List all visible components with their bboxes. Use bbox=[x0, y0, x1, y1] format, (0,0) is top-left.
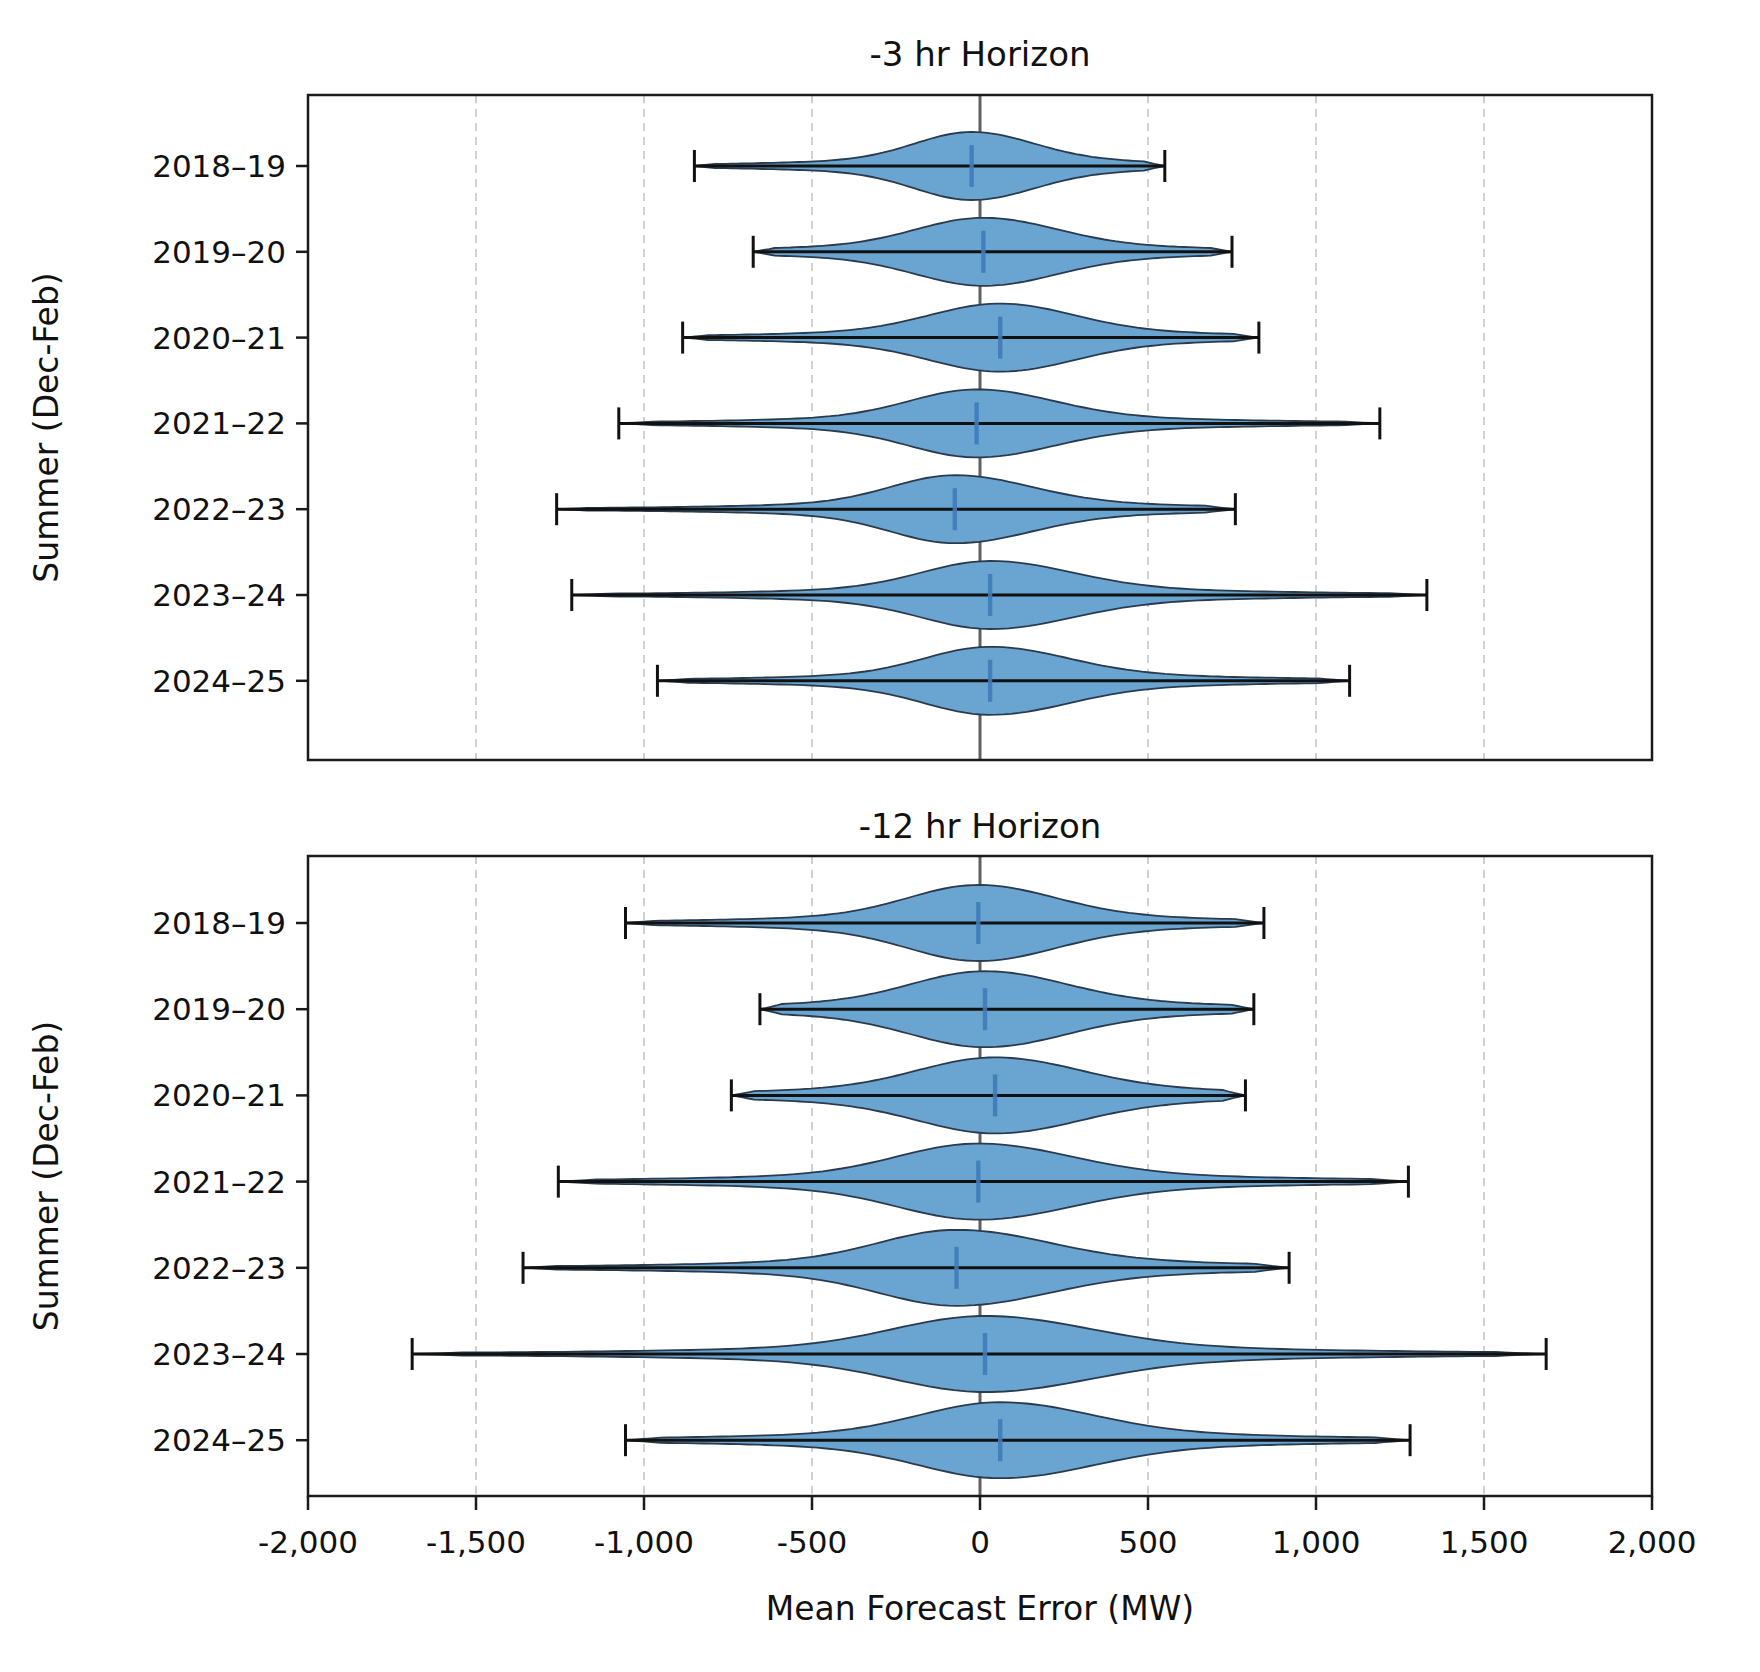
ytick-label-12hr-2: 2020–21 bbox=[152, 1077, 286, 1113]
ytick-label-12hr-4: 2022–23 bbox=[152, 1250, 286, 1286]
median-tick-3hr-3 bbox=[974, 402, 978, 444]
ytick-label-12hr-5: 2023–24 bbox=[152, 1336, 286, 1372]
chart-title-12hr: -12 hr Horizon bbox=[859, 806, 1102, 846]
median-tick-3hr-5 bbox=[988, 574, 992, 616]
ytick-label-3hr-5: 2023–24 bbox=[152, 577, 286, 613]
ytick-label-3hr-3: 2021–22 bbox=[152, 405, 286, 441]
xtick-label--2000: -2,000 bbox=[258, 1524, 358, 1560]
median-tick-3hr-6 bbox=[988, 660, 992, 702]
median-tick-12hr-2 bbox=[993, 1074, 997, 1116]
median-tick-12hr-1 bbox=[983, 988, 987, 1030]
median-tick-12hr-5 bbox=[983, 1333, 987, 1375]
ytick-label-3hr-0: 2018–19 bbox=[152, 148, 286, 184]
median-tick-3hr-1 bbox=[981, 231, 985, 273]
xtick-label--1500: -1,500 bbox=[426, 1524, 526, 1560]
ytick-label-3hr-4: 2022–23 bbox=[152, 491, 286, 527]
ytick-label-3hr-6: 2024–25 bbox=[152, 663, 286, 699]
chart-title-3hr: -3 hr Horizon bbox=[869, 34, 1090, 74]
chart-12hr: 2018–19 2019–20 2020–21 2021–22 2022–23 2023–… bbox=[27, 806, 1696, 1628]
chart-3hr: 2018–19 2019–20 2020–21 2021–22 2022–23 2023–… bbox=[27, 34, 1652, 760]
median-tick-3hr-4 bbox=[953, 488, 957, 530]
y-axis-label-12hr: Summer (Dec-Feb) bbox=[27, 1021, 66, 1331]
y-axis-label-3hr: Summer (Dec-Feb) bbox=[27, 272, 66, 582]
ytick-label-12hr-3: 2021–22 bbox=[152, 1164, 286, 1200]
xtick-label-1500: 1,500 bbox=[1440, 1524, 1529, 1560]
median-tick-3hr-2 bbox=[998, 317, 1002, 359]
median-tick-3hr-0 bbox=[969, 145, 973, 187]
xtick-label--1000: -1,000 bbox=[594, 1524, 694, 1560]
median-tick-12hr-4 bbox=[954, 1247, 958, 1289]
violin-figure-svg: 2018–19 2019–20 2020–21 2021–22 2022–23 2023–… bbox=[0, 0, 1760, 1672]
x-axis-label: Mean Forecast Error (MW) bbox=[766, 1589, 1194, 1628]
xtick-label-500: 500 bbox=[1118, 1524, 1177, 1560]
xtick-label-1000: 1,000 bbox=[1272, 1524, 1361, 1560]
violin-figure: 2018–19 2019–20 2020–21 2021–22 2022–23 2023–… bbox=[0, 0, 1760, 1672]
median-tick-12hr-0 bbox=[976, 902, 980, 944]
ytick-label-3hr-1: 2019–20 bbox=[152, 234, 286, 270]
xtick-label--500: -500 bbox=[777, 1524, 847, 1560]
ytick-label-12hr-1: 2019–20 bbox=[152, 991, 286, 1027]
ytick-label-3hr-2: 2020–21 bbox=[152, 320, 286, 356]
ytick-label-12hr-0: 2018–19 bbox=[152, 905, 286, 941]
xtick-label-2000: 2,000 bbox=[1608, 1524, 1697, 1560]
xtick-label-0: 0 bbox=[970, 1524, 990, 1560]
median-tick-12hr-3 bbox=[976, 1161, 980, 1203]
median-tick-12hr-6 bbox=[998, 1419, 1002, 1461]
ytick-label-12hr-6: 2024–25 bbox=[152, 1422, 286, 1458]
